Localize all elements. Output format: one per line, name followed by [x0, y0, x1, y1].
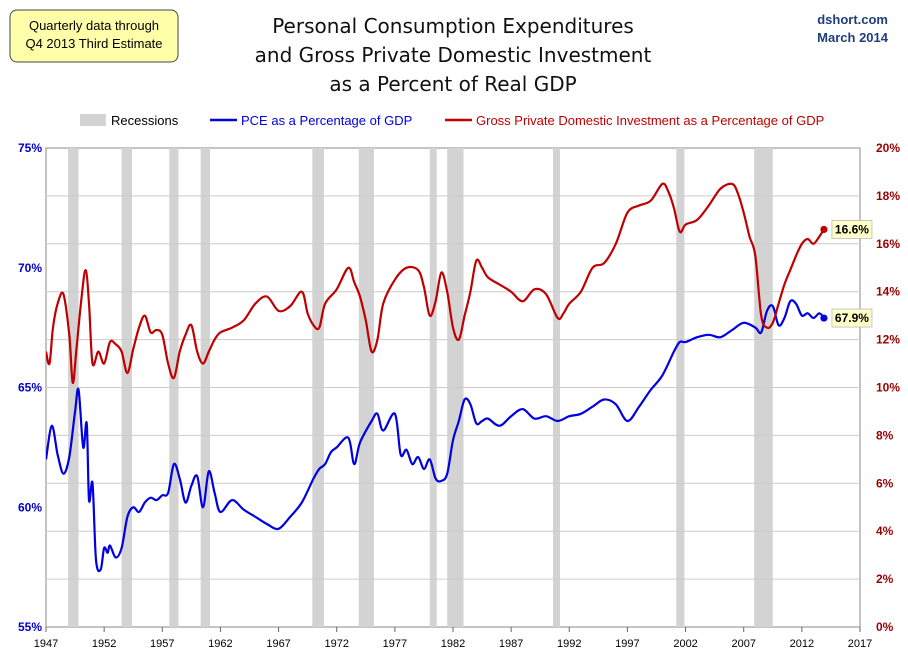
- x-tick-label: 1957: [150, 638, 174, 650]
- gpdi-end-marker: [820, 225, 828, 234]
- x-tick-label: 2017: [848, 638, 872, 650]
- legend-swatch-recessions: [80, 114, 106, 126]
- gpdi-end-label-box: [831, 220, 873, 239]
- gpdi-end-label: 16.6%: [835, 222, 869, 236]
- series-lines: [46, 182, 825, 573]
- pce-end-marker: [820, 314, 828, 322]
- x-tick-label: 1967: [266, 638, 290, 650]
- data-note-line-2: Q4 2013 Third Estimate: [25, 36, 162, 51]
- x-tick-label: 2002: [673, 638, 697, 650]
- legend-label-recessions: Recessions: [111, 113, 179, 128]
- y-right-tick-label: 14%: [876, 285, 900, 299]
- y-right-tick-label: 16%: [876, 237, 900, 251]
- y-left-tick-label: 75%: [18, 141, 42, 155]
- data-note-background: [9, 9, 179, 63]
- legend-label-pce: PCE as a Percentage of GDP: [241, 113, 412, 128]
- y-right-tick-label: 12%: [876, 333, 900, 347]
- x-tick-label: 1962: [208, 638, 232, 650]
- y-left-tick-label: 65%: [18, 381, 42, 395]
- y-right-tick-label: 10%: [876, 381, 900, 395]
- x-tick-label: 1987: [499, 638, 523, 650]
- y-right-tick-label: 8%: [876, 428, 894, 442]
- pce-line: [46, 299, 825, 573]
- y-right-tick-label: 2%: [876, 572, 894, 586]
- credit-date: March 2014: [817, 30, 889, 45]
- y-right-tick-label: 0%: [876, 620, 894, 634]
- axes: 0% 2% 4% 6% 8% 10% 12% 14% 16% 18% 20% 55% 60% 65% 70%…: [18, 141, 900, 650]
- y-left-tick-label: 70%: [18, 261, 42, 275]
- legend-label-gpdi: Gross Private Domestic Investment as a P…: [476, 113, 824, 128]
- y-right-tick-label: 20%: [876, 141, 900, 155]
- x-tick-label: 1992: [557, 638, 581, 650]
- x-tick-label: 1952: [92, 638, 116, 650]
- y-right-tick-label: 6%: [876, 476, 894, 490]
- x-tick-label: 1982: [441, 638, 465, 650]
- data-note-box: Quarterly data through Q4 2013 Third Est…: [9, 9, 179, 63]
- pce-end-label: 67.9%: [835, 311, 869, 325]
- chart-title-line-1: Personal Consumption Expenditures: [272, 14, 634, 38]
- end-labels: 16.6% 67.9%: [820, 220, 873, 328]
- pce-end-label-box: [831, 308, 873, 328]
- x-tick-label: 1972: [324, 638, 348, 650]
- y-right-tick-label: 18%: [876, 189, 900, 203]
- gpdi-line: [46, 182, 825, 384]
- y-left-tick-label: 55%: [18, 620, 42, 634]
- x-tick-label: 1977: [383, 638, 407, 650]
- x-tick-label: 1947: [34, 638, 58, 650]
- legend: Recessions PCE as a Percentage of GDP Gr…: [80, 113, 824, 128]
- x-tick-label: 2012: [790, 638, 814, 650]
- x-tick-label: 2007: [731, 638, 755, 650]
- y-left-tick-label: 60%: [18, 500, 42, 514]
- chart-title-line-2: and Gross Private Domestic Investment: [255, 43, 652, 67]
- y-right-tick-label: 4%: [876, 524, 894, 538]
- credit-site: dshort.com: [817, 12, 888, 27]
- chart-title: Personal Consumption Expenditures and Gr…: [255, 14, 652, 96]
- chart-title-line-3: as a Percent of Real GDP: [329, 72, 576, 96]
- x-tick-label: 1997: [615, 638, 639, 650]
- data-note-line-1: Quarterly data through: [29, 18, 159, 33]
